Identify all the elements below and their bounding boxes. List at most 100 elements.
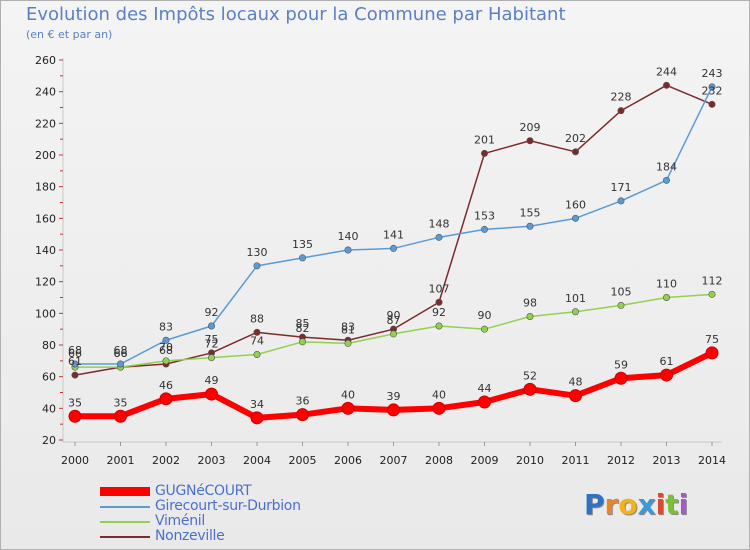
series-girecourt-sur-durbion-point: [298, 254, 306, 262]
series-vim-nil-data-label: 105: [611, 285, 632, 298]
y-tick-label: 40: [42, 402, 56, 415]
series-gugn-court-point: [296, 408, 309, 422]
series-gugn-court-point: [523, 382, 537, 396]
series-girecourt-sur-durbion-data-label: 160: [565, 198, 586, 211]
series-girecourt-sur-durbion-data-label: 148: [429, 217, 450, 230]
series-gugn-court-data-label: 40: [432, 388, 446, 401]
series-girecourt-sur-durbion-point: [389, 244, 397, 252]
series-gugn-court-point: [341, 401, 355, 415]
series-vim-nil-point: [344, 339, 352, 347]
logo-letter: i: [678, 488, 689, 521]
y-tick-label: 200: [35, 149, 56, 162]
series-vim-nil-point: [571, 308, 579, 316]
chart-title: Evolution des Impôts locaux pour la Comm…: [26, 4, 566, 25]
series-nonzeville-point: [571, 148, 579, 156]
series-nonzeville-data-label: 90: [387, 309, 401, 322]
series-vim-nil-data-label: 98: [523, 297, 537, 310]
series-gugn-court-data-label: 61: [660, 355, 674, 368]
series-gugn-court-data-label: 48: [569, 376, 583, 389]
y-axis-ticks: 20 40 60 80 100 120 140 160 180 200 220 240 260: [35, 54, 63, 447]
legend-label: Nonzeville: [155, 528, 225, 544]
series-gugn-court-data-label: 39: [387, 390, 401, 403]
x-tick-label: 2004: [243, 454, 271, 467]
series-nonzeville-data-label: 244: [656, 65, 677, 78]
series-girecourt-sur-durbion-point: [617, 197, 625, 205]
legend-label: Viménil: [155, 513, 205, 529]
series-gugn-court-data-label: 44: [478, 382, 492, 395]
x-tick-label: 2002: [152, 454, 180, 467]
series-gugn-court-point: [387, 403, 400, 417]
series-gugn-court-point: [68, 409, 82, 423]
series-vim-nil-data-label: 82: [296, 322, 310, 335]
series-gugn-court-point: [569, 389, 582, 403]
x-tick-label: 2005: [289, 454, 317, 467]
y-tick-label: 220: [35, 117, 56, 130]
series-vim-nil-data-label: 70: [159, 341, 173, 354]
series-girecourt-sur-durbion-data-label: 184: [656, 160, 677, 173]
x-tick-label: 2008: [425, 454, 453, 467]
y-tick-label: 20: [42, 434, 56, 447]
series-nonzeville-data-label: 228: [611, 91, 632, 104]
series-nonzeville-data-label: 107: [429, 282, 450, 295]
series-vim-nil-data-label: 90: [478, 309, 492, 322]
series-vim-nil-data-label: 81: [341, 323, 355, 336]
series-vim-nil-point: [480, 325, 488, 333]
series-gugn-court-data-label: 49: [205, 374, 219, 387]
series-vim-nil-point: [389, 330, 397, 338]
series-girecourt-sur-durbion-data-label: 155: [520, 206, 541, 219]
series-gugn-court-data-label: 35: [68, 396, 82, 409]
series-gugn-court-point: [205, 387, 218, 401]
legend-label: GUGNéCOURT: [155, 483, 252, 499]
x-tick-label: 2011: [562, 454, 590, 467]
logo-letter: P: [584, 488, 605, 521]
series-vim-nil-point: [435, 322, 443, 330]
series-vim-nil-point: [162, 357, 170, 365]
series-vim-nil-point: [617, 301, 625, 309]
series-gugn-court-data-label: 75: [705, 333, 719, 346]
series-nonzeville-point: [71, 371, 79, 379]
logo-letter: t: [665, 488, 679, 521]
logo-letter: i: [655, 488, 666, 521]
x-tick-label: 2000: [61, 454, 89, 467]
series-nonzeville-point: [662, 81, 670, 89]
y-tick-label: 260: [35, 54, 56, 67]
series-girecourt-sur-durbion-point: [253, 262, 261, 270]
x-tick-label: 2006: [334, 454, 362, 467]
series-gugn-court-point: [250, 411, 264, 425]
series-gugn-court-point: [432, 401, 446, 415]
series-girecourt-sur-durbion-point: [435, 233, 443, 241]
series-gugn-court-data-label: 35: [114, 396, 128, 409]
series-gugn-court-point: [660, 368, 673, 382]
legend-label: Girecourt-sur-Durbion: [155, 498, 301, 514]
series-girecourt-sur-durbion-data-label: 141: [383, 228, 404, 241]
series-vim-nil-point: [662, 293, 670, 301]
series-girecourt-sur-durbion-point: [480, 225, 488, 233]
series-vim-nil-point: [526, 312, 534, 320]
series-nonzeville-data-label: 85: [296, 317, 310, 330]
y-tick-label: 100: [35, 307, 56, 320]
series-gugn-court-point: [705, 346, 719, 360]
series-nonzeville-data-label: 88: [250, 312, 264, 325]
logo-letter: x: [637, 488, 656, 521]
series-gugn-court-data-label: 46: [159, 379, 173, 392]
series-vim-nil-point: [208, 354, 216, 362]
series-nonzeville-point: [708, 100, 716, 108]
series-vim-nil-point: [298, 338, 306, 346]
y-tick-label: 160: [35, 212, 56, 225]
series-nonzeville-data-label: 75: [205, 333, 219, 346]
x-tick-label: 2007: [380, 454, 408, 467]
logo-letter: r: [604, 488, 619, 521]
legend-swatch-gugnecourt: [100, 487, 150, 496]
series-nonzeville-data-label: 66: [114, 347, 128, 360]
series-vim-nil-point: [253, 350, 261, 358]
series-girecourt-sur-durbion-point: [117, 360, 125, 368]
series-girecourt-sur-durbion-data-label: 68: [114, 344, 128, 357]
series-girecourt-sur-durbion-data-label: 68: [68, 344, 82, 357]
series-girecourt-sur-durbion-data-label: 140: [338, 230, 359, 243]
series-girecourt-sur-durbion-point: [71, 360, 79, 368]
logo-letter: o: [618, 488, 638, 521]
series-girecourt-sur-durbion-data-label: 83: [159, 320, 173, 333]
